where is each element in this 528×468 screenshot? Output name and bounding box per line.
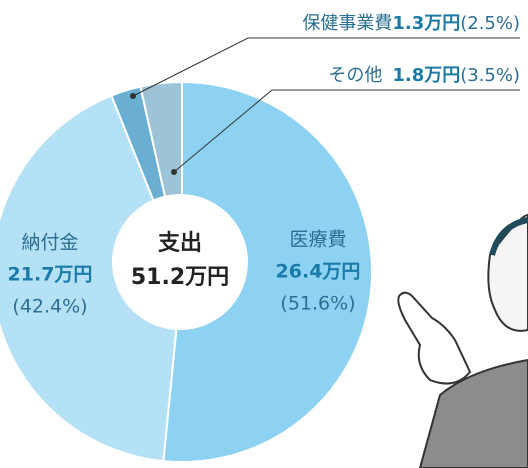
illustration	[398, 215, 528, 468]
percent-label: (51.6%)	[280, 293, 355, 315]
percent-label: (3.5%)	[460, 65, 520, 86]
center-circle	[112, 194, 248, 330]
slice-name: 医療費	[289, 229, 346, 251]
value-label: 21.7万円	[8, 264, 93, 286]
leader-dot	[130, 93, 136, 99]
outside-label: その他 1.8万円(3.5%)	[328, 65, 520, 86]
leader-dot	[171, 169, 177, 175]
chart: 支出 51.2万円 医療費 26.4万円 (51.6%) 納付金 21.7万円 (42.4…	[0, 0, 528, 468]
percent-label: (42.4%)	[12, 296, 87, 318]
value-label: 1.8万円	[392, 65, 460, 86]
value-label: 1.3万円	[392, 13, 460, 34]
slice-name: その他	[328, 65, 382, 86]
slice-name: 保健事業費	[302, 13, 392, 34]
percent-label: (2.5%)	[460, 13, 520, 34]
value-label: 26.4万円	[276, 261, 361, 283]
center-title: 支出	[158, 231, 202, 256]
outside-label: 保健事業費1.3万円(2.5%)	[302, 13, 520, 34]
center-total: 51.2万円	[131, 265, 229, 290]
slice-name: 納付金	[21, 232, 78, 254]
